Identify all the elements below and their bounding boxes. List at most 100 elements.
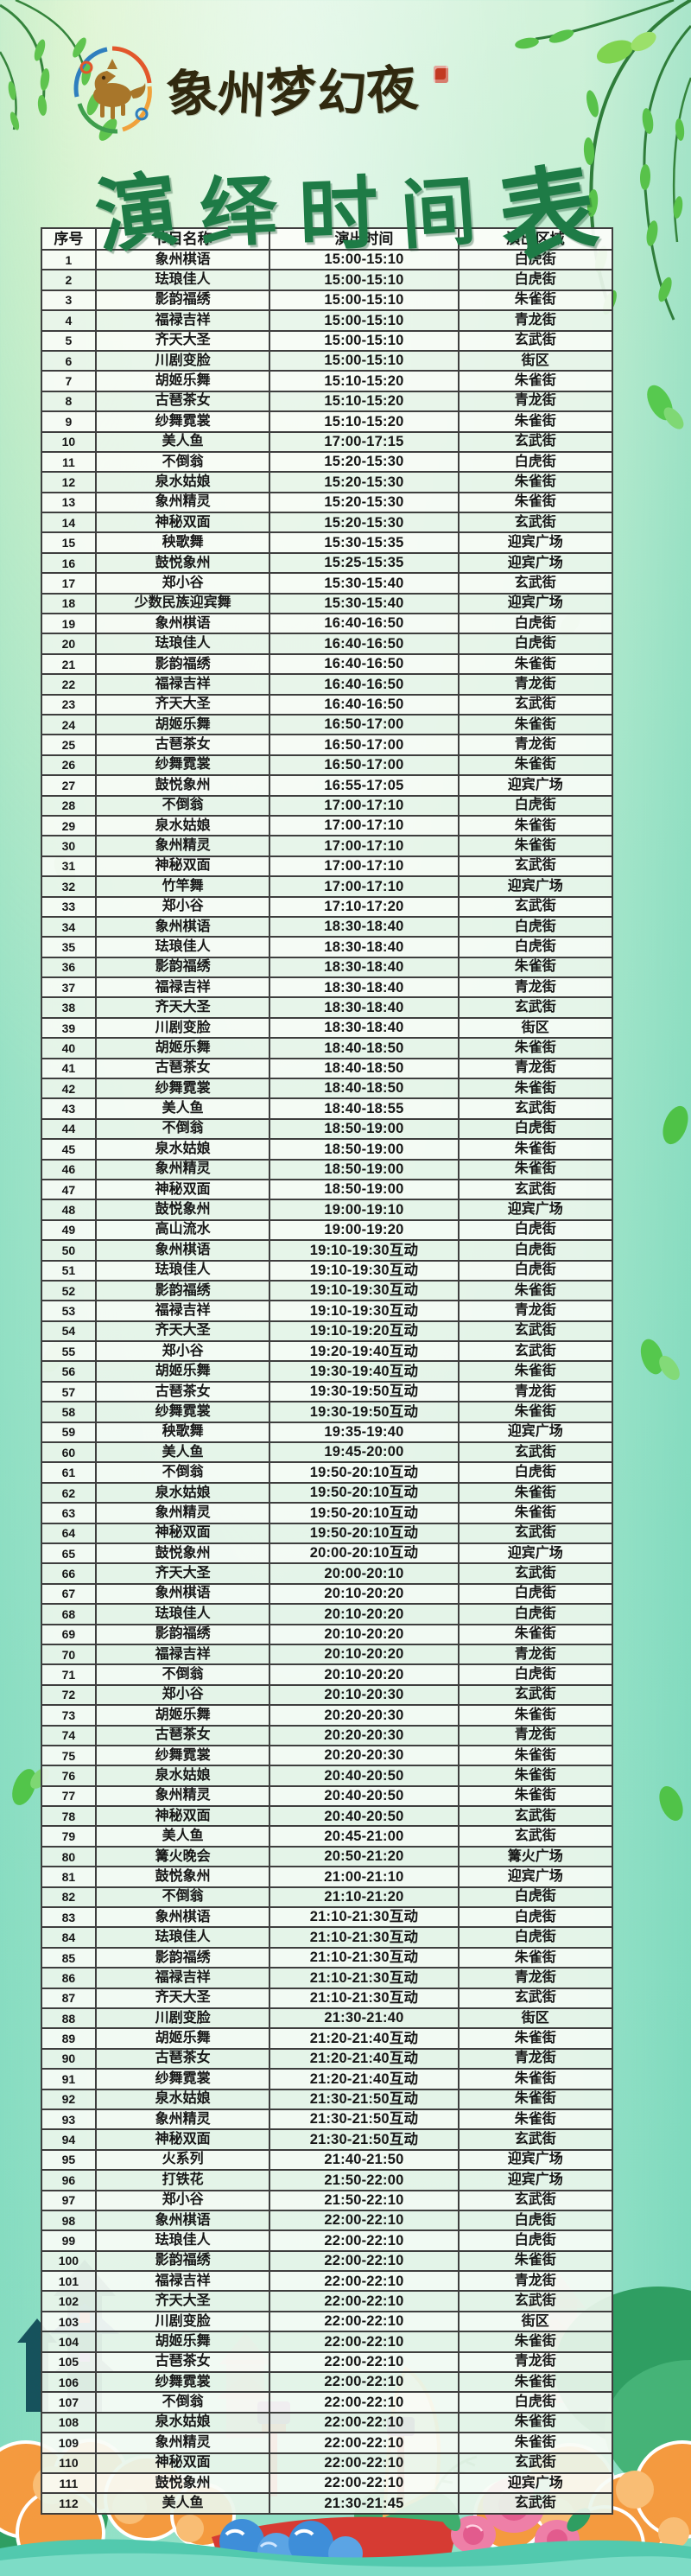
area: 迎宾广场 <box>457 1542 613 1565</box>
area: 白虎街 <box>457 1603 613 1625</box>
show-time: 22:00-22:10 <box>269 2229 460 2252</box>
area: 白虎街 <box>457 633 613 655</box>
show-time: 21:10-21:20 <box>269 1886 460 1909</box>
area: 朱雀街 <box>457 1077 613 1100</box>
qilin-emblem-icon <box>73 46 152 134</box>
show-time: 18:50-19:00 <box>269 1178 460 1201</box>
show-time: 22:00-22:10 <box>269 2290 460 2312</box>
area: 朱雀街 <box>457 1744 613 1767</box>
table-row: 32 竹竿舞 17:00-17:10 迎宾广场 <box>41 875 613 898</box>
show-time: 20:00-20:10互动 <box>269 1542 460 1565</box>
program-name: 影韵福绣 <box>94 956 271 979</box>
row-number: 111 <box>41 2471 97 2495</box>
program-name: 美人鱼 <box>94 1097 271 1120</box>
table-row: 26 纱舞霓裳 16:50-17:00 朱雀街 <box>41 754 613 777</box>
table-row: 67 象州棋语 20:10-20:20 白虎街 <box>41 1582 613 1606</box>
row-number: 104 <box>41 2331 97 2353</box>
area: 玄武街 <box>457 1825 613 1848</box>
table-row: 81 鼓悦象州 21:00-21:10 迎宾广场 <box>41 1866 613 1888</box>
row-number: 12 <box>41 471 97 493</box>
row-number: 27 <box>41 774 97 797</box>
program-name: 郑小谷 <box>94 2189 271 2211</box>
row-number: 94 <box>41 2128 97 2151</box>
show-time: 20:10-20:20 <box>269 1603 460 1625</box>
program-name: 川剧变脸 <box>94 349 271 372</box>
table-row: 91 纱舞霓裳 21:20-21:40互动 朱雀街 <box>41 2068 613 2090</box>
show-time: 15:25-15:35 <box>269 551 460 575</box>
show-time: 19:30-19:50互动 <box>269 1380 460 1403</box>
row-number: 28 <box>41 794 97 817</box>
area: 玄武街 <box>457 1805 613 1828</box>
area: 朱雀街 <box>457 1138 613 1161</box>
row-number: 36 <box>41 956 97 979</box>
area: 白虎街 <box>457 1906 613 1929</box>
area: 迎宾广场 <box>457 774 613 797</box>
program-name: 鼓悦象州 <box>94 774 271 797</box>
program-name: 不倒翁 <box>94 794 271 817</box>
row-number: 14 <box>41 512 97 534</box>
table-row: 15 秧歌舞 15:30-15:35 迎宾广场 <box>41 531 613 554</box>
table-row: 18 少数民族迎宾舞 15:30-15:40 迎宾广场 <box>41 592 613 615</box>
table-row: 44 不倒翁 18:50-19:00 白虎街 <box>41 1117 613 1141</box>
row-number: 108 <box>41 2411 97 2434</box>
program-name: 高山流水 <box>94 1218 271 1242</box>
area: 朱雀街 <box>457 2088 613 2110</box>
show-time: 17:00-17:10 <box>269 794 460 817</box>
table-row: 100 影韵福绣 22:00-22:10 朱雀街 <box>41 2249 613 2273</box>
table-row: 23 齐天大圣 16:40-16:50 玄武街 <box>41 693 613 716</box>
table-row: 98 象州棋语 22:00-22:10 白虎街 <box>41 2209 613 2232</box>
row-number: 96 <box>41 2169 97 2191</box>
area: 白虎街 <box>457 1926 613 1949</box>
row-number: 54 <box>41 1320 97 1343</box>
show-time: 18:40-18:50 <box>269 1057 460 1080</box>
row-number: 40 <box>41 1037 97 1059</box>
show-time: 19:10-19:30互动 <box>269 1300 460 1322</box>
table-row: 2 珐琅佳人 15:00-15:10 白虎街 <box>41 269 613 291</box>
area: 白虎街 <box>457 1461 613 1484</box>
area: 朱雀街 <box>457 1784 613 1808</box>
area: 青龙街 <box>457 1967 613 1989</box>
row-number: 64 <box>41 1522 97 1545</box>
red-seal-stamp-icon <box>434 66 448 83</box>
area: 青龙街 <box>457 1300 613 1322</box>
row-number: 21 <box>41 652 97 676</box>
table-row: 9 纱舞霓裳 15:10-15:20 朱雀街 <box>41 410 613 433</box>
show-time: 20:45-21:00 <box>269 1825 460 1848</box>
table-row: 7 胡姬乐舞 15:10-15:20 朱雀街 <box>41 370 613 392</box>
show-time: 22:00-22:10 <box>269 2452 460 2474</box>
show-time: 19:45-20:00 <box>269 1441 460 1464</box>
program-name: 秧歌舞 <box>94 1421 271 1444</box>
row-number: 72 <box>41 1683 97 1707</box>
column-header-time: 演出时间 <box>269 227 460 251</box>
area: 迎宾广场 <box>457 2471 613 2495</box>
program-name: 泉水姑娘 <box>94 2088 271 2110</box>
area: 朱雀街 <box>457 289 613 312</box>
show-time: 22:00-22:10 <box>269 2411 460 2434</box>
program-name: 美人鱼 <box>94 1441 271 1464</box>
row-number: 44 <box>41 1117 97 1141</box>
area: 青龙街 <box>457 1643 613 1666</box>
table-row: 41 古琶茶女 18:40-18:50 青龙街 <box>41 1057 613 1080</box>
row-number: 56 <box>41 1360 97 1383</box>
area: 白虎街 <box>457 936 613 958</box>
program-name: 美人鱼 <box>94 1825 271 1848</box>
program-name: 泉水姑娘 <box>94 471 271 493</box>
show-time: 15:30-15:40 <box>269 572 460 595</box>
area: 朱雀街 <box>457 1279 613 1302</box>
program-name: 古琶茶女 <box>94 734 271 756</box>
table-row: 35 珐琅佳人 18:30-18:40 白虎街 <box>41 936 613 958</box>
program-name: 象州精灵 <box>94 2432 271 2454</box>
row-number: 71 <box>41 1663 97 1686</box>
row-number: 50 <box>41 1239 97 1262</box>
program-name: 胡姬乐舞 <box>94 1037 271 1059</box>
table-row: 77 象州精灵 20:40-20:50 朱雀街 <box>41 1784 613 1808</box>
row-number: 7 <box>41 370 97 392</box>
program-name: 象州精灵 <box>94 835 271 857</box>
area: 朱雀街 <box>457 1401 613 1423</box>
row-number: 30 <box>41 835 97 857</box>
show-time: 18:30-18:40 <box>269 936 460 958</box>
row-number: 79 <box>41 1825 97 1848</box>
area: 篝火广场 <box>457 1845 613 1868</box>
row-number: 101 <box>41 2270 97 2293</box>
show-time: 18:30-18:40 <box>269 1016 460 1040</box>
